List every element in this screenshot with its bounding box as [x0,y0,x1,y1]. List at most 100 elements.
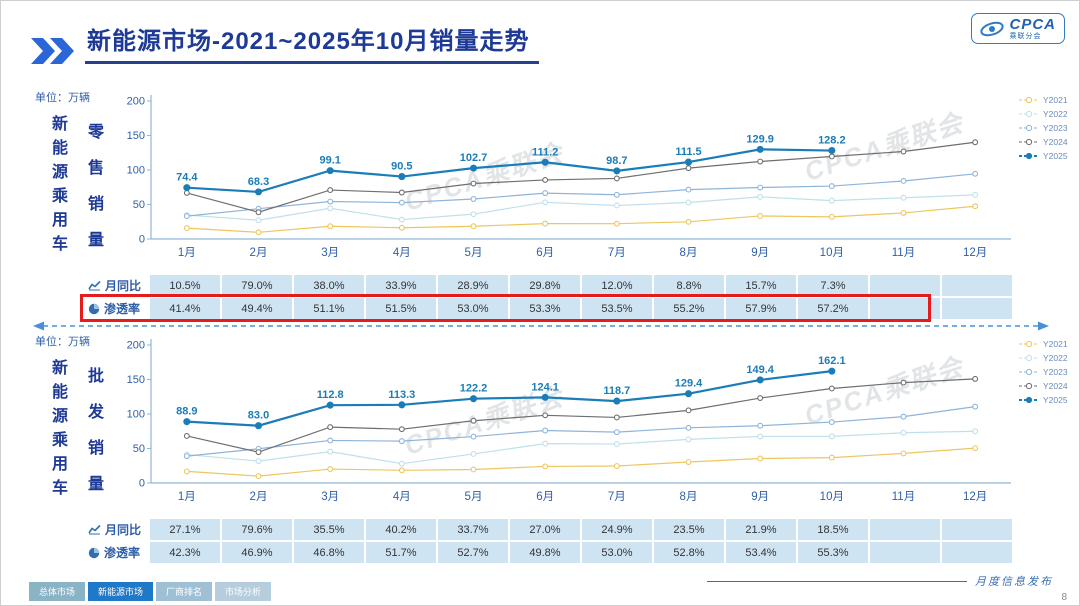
svg-text:98.7: 98.7 [606,155,627,167]
svg-text:122.2: 122.2 [460,383,488,395]
page-number: 8 [1061,592,1067,603]
legend-item: Y2025 [1019,151,1068,161]
legend-label: Y2022 [1043,353,1068,363]
stat-cell: 29.8% [510,275,582,296]
footer-tab-bar: 总体市场 新能源市场 厂商排名 市场分析 [29,582,272,601]
stat-cell [942,542,1014,563]
trend-icon [88,524,101,535]
stat-cell: 15.7% [726,275,798,296]
retail-line-chart: 0 50 100 150 200 1月 2月 3月 4月 5月 6月 7月 8月 9月 10月 11月 12月 7… [127,95,1011,259]
stat-cell [942,519,1014,540]
footer-tab[interactable]: 厂商排名 [156,582,213,601]
pie-icon [88,303,100,314]
svg-text:100: 100 [127,165,145,177]
stat-cell: 8.8% [654,275,726,296]
svg-text:5月: 5月 [465,491,483,503]
cpca-logo: CPCA 乘联分会 [971,13,1065,45]
svg-text:50: 50 [133,199,145,211]
svg-text:4月: 4月 [393,247,411,259]
stat-cell [870,275,942,296]
svg-text:90.5: 90.5 [391,161,412,173]
svg-text:100: 100 [127,409,145,421]
stat-cell: 10.5% [150,275,222,296]
logo-text: CPCA [1009,16,1056,33]
svg-text:200: 200 [127,340,145,352]
svg-text:128.2: 128.2 [818,135,846,147]
stat-cell: 51.5% [366,298,438,319]
legend-label: Y2023 [1043,123,1068,133]
svg-text:11月: 11月 [892,491,915,503]
stat-cell: 7.3% [798,275,870,296]
section-separator [33,321,1049,331]
stat-cell: 53.0% [582,542,654,563]
unit-label: 单位：万辆 [35,92,90,104]
chart-legend: Y2021 Y2022 Y2023 Y2024 Y2025 [1019,95,1068,161]
legend-item: Y2023 [1019,123,1068,133]
stat-cell: 57.2% [798,298,870,319]
svg-text:5月: 5月 [465,247,483,259]
stat-cell: 35.5% [294,519,366,540]
stat-cell: 49.4% [222,298,294,319]
stat-cell: 51.1% [294,298,366,319]
legend-label: Y2025 [1043,151,1068,161]
stat-cell: 53.5% [582,298,654,319]
svg-text:68.3: 68.3 [248,176,269,188]
svg-text:6月: 6月 [536,491,554,503]
stat-cell: 51.7% [366,542,438,563]
cpca-swoosh-icon [980,21,1005,36]
svg-text:162.1: 162.1 [818,355,846,367]
stat-cell: 53.4% [726,542,798,563]
retail-stat-table: 月同比 10.5% 79.0% 38.0% 33.9% 28.9% 29.8% 12.0% 8… [86,275,1014,321]
svg-text:10月: 10月 [820,247,844,259]
stat-cell: 42.3% [150,542,222,563]
stat-cell [870,298,942,319]
svg-text:7月: 7月 [608,491,626,503]
legend-item: Y2025 [1019,395,1068,405]
pie-icon [88,547,100,558]
svg-text:150: 150 [127,374,145,386]
legend-label: Y2021 [1043,339,1068,349]
divider-line [707,580,967,582]
chart-legend: Y2021 Y2022 Y2023 Y2024 Y2025 [1019,339,1068,405]
stat-row-label: 月同比 [86,275,150,296]
stat-row-label: 月同比 [86,519,150,540]
stat-cell: 27.1% [150,519,222,540]
footer-tab[interactable]: 总体市场 [29,582,86,601]
stat-cell: 46.8% [294,542,366,563]
svg-text:102.7: 102.7 [460,152,488,164]
svg-text:12月: 12月 [963,247,987,259]
stat-cell: 79.6% [222,519,294,540]
stat-cell: 21.9% [726,519,798,540]
svg-text:50: 50 [133,443,145,455]
stat-cell [870,542,942,563]
stat-cell: 52.7% [438,542,510,563]
stat-row-label: 渗透率 [86,542,150,563]
svg-text:112.8: 112.8 [317,389,344,401]
side-label-category: 新能源乘用车 [49,359,66,503]
svg-text:2月: 2月 [250,491,268,503]
legend-item: Y2023 [1019,367,1068,377]
trend-icon [88,280,101,291]
stat-cell: 40.2% [366,519,438,540]
svg-text:118.7: 118.7 [603,385,630,397]
stat-cell: 49.8% [510,542,582,563]
svg-text:113.3: 113.3 [388,389,415,401]
svg-text:10月: 10月 [820,491,844,503]
stat-row: 渗透率 41.4% 49.4% 51.1% 51.5% 53.0% 53.3% 53.5% 5… [86,298,1014,319]
footer-tab[interactable]: 市场分析 [215,582,272,601]
svg-text:99.1: 99.1 [319,155,340,167]
svg-text:8月: 8月 [680,247,698,259]
footer-tab[interactable]: 新能源市场 [88,582,154,601]
svg-text:129.9: 129.9 [746,133,774,145]
stat-cell: 52.8% [654,542,726,563]
stat-cell: 33.9% [366,275,438,296]
double-chevron-icon [29,38,75,64]
stat-row: 渗透率 42.3% 46.9% 46.8% 51.7% 52.7% 49.8% 53.0% 5… [86,542,1014,563]
legend-label: Y2022 [1043,109,1068,119]
stat-row: 月同比 27.1% 79.6% 35.5% 40.2% 33.7% 27.0% 24.9% 2… [86,519,1014,540]
svg-text:9月: 9月 [751,247,769,259]
svg-text:1月: 1月 [178,247,196,259]
svg-text:9月: 9月 [751,491,769,503]
legend-item: Y2024 [1019,137,1068,147]
stat-cell: 41.4% [150,298,222,319]
